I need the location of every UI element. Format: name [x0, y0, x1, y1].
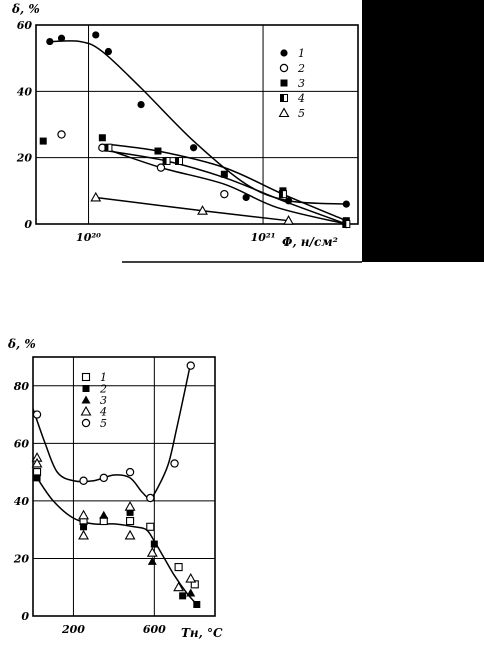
chart1-legend-marker-2 — [279, 63, 289, 73]
chart2-series-5-point — [170, 459, 179, 468]
chart1-legend-label-5: 5 — [298, 107, 305, 120]
chart1-series-4-point — [278, 190, 287, 199]
chart1-series-4-point — [342, 220, 351, 228]
chart1-series-1-curve — [49, 40, 347, 205]
chart1-x-tick-label: 10²¹ — [251, 231, 276, 244]
chart1-series-5-point — [283, 215, 294, 225]
chart2-series-1-point — [174, 563, 183, 572]
chart2-legend-marker-4 — [80, 405, 92, 416]
chart2-legend-label-5: 5 — [100, 417, 107, 430]
chart1-x-axis-label: Φ, н/см² — [282, 235, 338, 249]
chart2-x-tick-label: 200 — [61, 623, 85, 636]
chart1-series-3-point — [98, 134, 106, 142]
chart2-series-4-point — [185, 572, 197, 583]
chart2-series-4-point — [78, 529, 89, 540]
chart1-legend-label-3: 3 — [298, 77, 305, 90]
chart1-legend-marker-1 — [280, 49, 288, 57]
chart2-series-1-point — [146, 522, 155, 531]
chart2-series-4-point — [146, 547, 158, 557]
chart1-y-tick-label: 20 — [16, 152, 33, 165]
chart2-series-5-curve — [32, 362, 192, 499]
chart1-legend-label-2: 2 — [297, 62, 305, 75]
chart2-series-2-point — [126, 508, 134, 516]
chart2-legend-marker-5 — [81, 418, 91, 428]
chart1-series-5-point — [197, 205, 208, 215]
chart1-series-3-point — [154, 147, 162, 155]
chart2-legend-label-3: 3 — [100, 394, 107, 407]
chart2-series-4-point — [78, 509, 89, 520]
chart1-legend-marker-3 — [280, 79, 288, 87]
chart1-series-4-point — [104, 143, 113, 152]
chart2-y-tick-label: 60 — [14, 437, 30, 450]
chart1-plot-frame — [35, 24, 359, 225]
chart1-series-1-point — [104, 47, 113, 56]
chart2-series-4-point — [173, 581, 185, 592]
chart1-series-5-point — [90, 191, 102, 202]
chart1-y-tick-label: 0 — [24, 218, 32, 231]
chart1-series-1-point — [57, 34, 66, 42]
chart2-legend-marker-2 — [82, 385, 90, 392]
chart1-series-4-point — [162, 156, 171, 165]
chart2-series-4-point — [31, 457, 43, 468]
chart2-series-2-point — [150, 540, 158, 548]
chart1-series-1-point — [242, 193, 250, 202]
chart2-series-2-point — [179, 592, 187, 600]
chart1-series-3-point — [220, 170, 228, 178]
chart2-series-3-point — [186, 588, 196, 597]
chart1-series-1-point — [137, 101, 145, 109]
chart2-y-tick-label: 40 — [14, 495, 30, 508]
chart1-series-1-point — [284, 197, 293, 205]
chart1-series-2-point — [57, 130, 66, 139]
chart2-series-4-point — [124, 501, 136, 511]
chart2-series-5-point — [79, 476, 88, 485]
chart2-y-tick-label: 20 — [13, 552, 30, 565]
chart2-x-tick-label: 600 — [143, 623, 166, 636]
chart-1-irradiation-dose: 0 20 40 60 10²⁰ 10²¹ δ, % Φ, н/см² 1 2 3 4 5 — [11, 0, 484, 263]
chart2-x-axis-label: Tн, °C — [181, 626, 223, 640]
chart1-series-1-point — [190, 144, 198, 152]
chart2-series-5-point — [99, 473, 108, 483]
chart2-series-5-point — [146, 493, 155, 503]
chart1-x-tick-label: 10²⁰ — [76, 231, 101, 244]
chart2-series-2-curve — [36, 477, 198, 605]
chart2-series-5-point — [125, 467, 135, 477]
chart2-legend-marker-1 — [81, 372, 91, 382]
chart2-y-axis-label: δ, % — [7, 337, 36, 351]
chart2-series-4-point — [124, 529, 136, 540]
chart2-series-3-point — [147, 556, 157, 565]
chart2-y-tick-label: 80 — [14, 380, 30, 393]
chart1-legend-label-4: 4 — [297, 92, 305, 105]
chart2-series-5-point — [32, 410, 42, 419]
chart1-y-axis-label: δ, % — [11, 2, 40, 16]
chart1-legend-marker-4 — [280, 94, 288, 102]
chart1-legend-label-1: 1 — [298, 47, 305, 60]
chart2-series-2-point — [193, 600, 201, 608]
chart1-legend-marker-5 — [278, 107, 290, 118]
chart2-plot-frame — [32, 356, 216, 617]
chart1-series-1-point — [342, 200, 350, 208]
chart1-y-tick-label: 60 — [17, 19, 33, 32]
chart1-series-2-point — [220, 189, 229, 199]
chart1-series-1-point — [92, 31, 100, 39]
chart1-series-4-point — [175, 156, 184, 165]
chart2-y-tick-label: 0 — [21, 610, 29, 623]
scan-dark-margin — [362, 0, 484, 262]
chart1-series-3-curve — [108, 143, 347, 222]
chart1-series-2-curve — [102, 147, 347, 225]
chart2-legend-marker-3 — [81, 395, 91, 404]
chart2-series-5-point — [186, 361, 195, 370]
chart2-legend-label-4: 4 — [99, 406, 107, 419]
chart1-series-3-point — [39, 137, 47, 145]
chart1-y-tick-label: 40 — [17, 85, 33, 98]
chart1-series-1-point — [46, 37, 54, 46]
chart2-series-3-point — [99, 510, 109, 519]
chart2-series-2-point — [33, 474, 41, 482]
chart2-legend-label-2: 2 — [99, 383, 107, 396]
chart2-series-1-point — [126, 516, 135, 526]
chart2-series-2-point — [80, 523, 88, 531]
chart1-series-2-point — [156, 163, 166, 172]
chart2-legend-label-1: 1 — [100, 371, 107, 384]
